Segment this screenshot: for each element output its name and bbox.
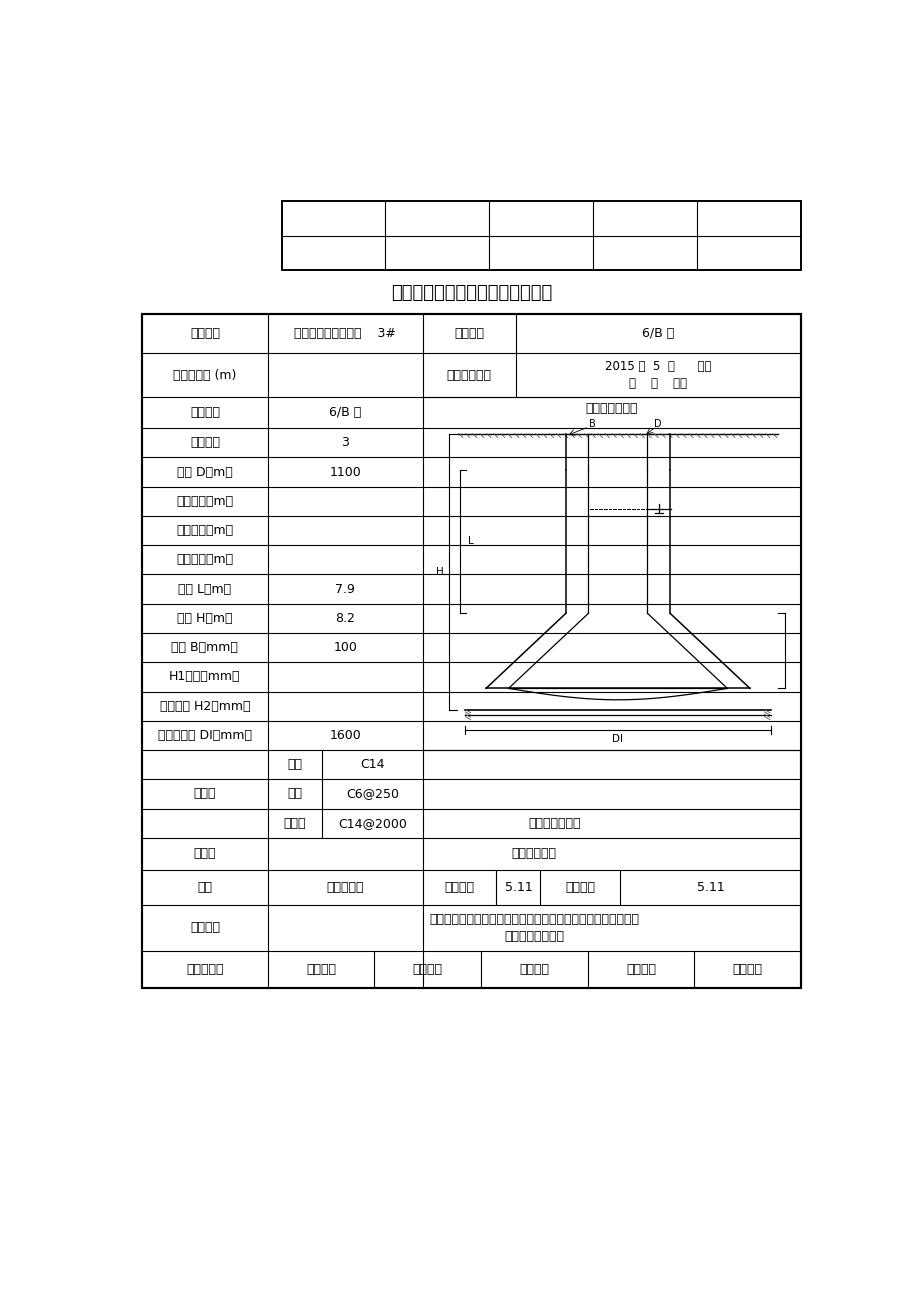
Text: 3: 3 <box>341 437 348 450</box>
Text: 钉筋笼: 钉筋笼 <box>193 787 216 800</box>
Text: 扩大头尺寸 DI（mm）: 扩大头尺寸 DI（mm） <box>158 728 252 741</box>
Text: 桑径 D（m）: 桑径 D（m） <box>176 465 233 478</box>
Text: 工程名称: 工程名称 <box>189 327 220 340</box>
Text: 桑长 L（m）: 桑长 L（m） <box>178 582 232 595</box>
Bar <box>281 201 800 270</box>
Text: 孔口标高（m）: 孔口标高（m） <box>176 495 233 508</box>
Text: C14: C14 <box>359 758 384 771</box>
Bar <box>142 314 800 988</box>
Text: 建设单位: 建设单位 <box>518 963 549 976</box>
Text: 桑位编号: 桑位编号 <box>454 327 483 340</box>
Text: 符合设计要求: 符合设计要求 <box>511 847 556 860</box>
Text: 签字公章栏: 签字公章栏 <box>186 963 223 976</box>
Text: 6/B 轴: 6/B 轴 <box>641 327 674 340</box>
Text: 桑型: 桑型 <box>198 881 212 894</box>
Text: 施工单位: 施工单位 <box>732 963 762 976</box>
Bar <box>142 314 800 988</box>
Bar <box>423 397 800 749</box>
Text: 桑位编号: 桑位编号 <box>189 407 220 420</box>
Text: 人工挖孔桑: 人工挖孔桑 <box>326 881 364 894</box>
Text: 验收日期: 验收日期 <box>444 881 474 894</box>
Text: 箍筋: 箍筋 <box>287 787 302 800</box>
Text: 桑身编号: 桑身编号 <box>189 437 220 450</box>
Text: D: D <box>653 418 661 429</box>
Text: 经现场勘察，桑端已进入风化岩石层，桑径、桑长、桑位均符合: 经现场勘察，桑端已进入风化岩石层，桑径、桑长、桑位均符合 <box>429 913 639 926</box>
Text: 100: 100 <box>333 641 357 654</box>
Text: 护壁 B（mm）: 护壁 B（mm） <box>171 641 238 654</box>
Text: 浇筑时间: 浇筑时间 <box>565 881 595 894</box>
Text: H: H <box>436 567 443 577</box>
Text: 桑顶标高（m）: 桑顶标高（m） <box>176 524 233 537</box>
Text: 孔深 H（m）: 孔深 H（m） <box>177 612 233 625</box>
Text: 5.11: 5.11 <box>696 881 723 894</box>
Bar <box>422 838 423 870</box>
Text: 年    月    日止: 年 月 日止 <box>629 378 686 391</box>
Text: H1尺寸（mm）: H1尺寸（mm） <box>169 670 241 683</box>
Text: 现场成孔示意图: 现场成孔示意图 <box>584 401 638 414</box>
Text: 原地面标高 (m): 原地面标高 (m) <box>173 369 236 382</box>
Text: 乐安县万民家和沁园    3#: 乐安县万民家和沁园 3# <box>294 327 396 340</box>
Text: 2015 年  5  月      日至: 2015 年 5 月 日至 <box>605 360 710 373</box>
Bar <box>281 201 800 270</box>
Text: 6/B 轴: 6/B 轴 <box>329 407 361 420</box>
Text: 造孔起止时间: 造孔起止时间 <box>447 369 491 382</box>
Text: 1600: 1600 <box>329 728 360 741</box>
Text: B: B <box>588 418 595 429</box>
Text: 孔底标高（m）: 孔底标高（m） <box>176 554 233 567</box>
Text: 加径筋: 加径筋 <box>283 817 306 830</box>
Text: L: L <box>467 537 473 546</box>
Text: 入岩深度 H2（mm）: 入岩深度 H2（mm） <box>160 700 250 713</box>
Bar <box>422 904 423 951</box>
Text: C14@2000: C14@2000 <box>337 817 406 830</box>
Text: 结论意见: 结论意见 <box>189 921 220 934</box>
Text: 7.9: 7.9 <box>335 582 355 595</box>
Text: 监理单位: 监理单位 <box>625 963 655 976</box>
Text: 5.11: 5.11 <box>504 881 532 894</box>
Text: 主筋: 主筋 <box>287 758 302 771</box>
Text: 持力层: 持力层 <box>193 847 216 860</box>
Text: 8.2: 8.2 <box>335 612 355 625</box>
Text: 设计及规范要求。: 设计及规范要求。 <box>504 930 563 942</box>
Text: 1100: 1100 <box>329 465 360 478</box>
Text: 人工挖孔灌注桩成孔施工验收记录: 人工挖孔灌注桩成孔施工验收记录 <box>391 284 551 302</box>
Text: 勘察单位: 勘察单位 <box>413 963 442 976</box>
Text: DI: DI <box>612 735 623 744</box>
Text: 注：人工挖孔桑: 注：人工挖孔桑 <box>528 817 581 830</box>
Text: 设计单位: 设计单位 <box>306 963 335 976</box>
Text: C6@250: C6@250 <box>346 787 398 800</box>
